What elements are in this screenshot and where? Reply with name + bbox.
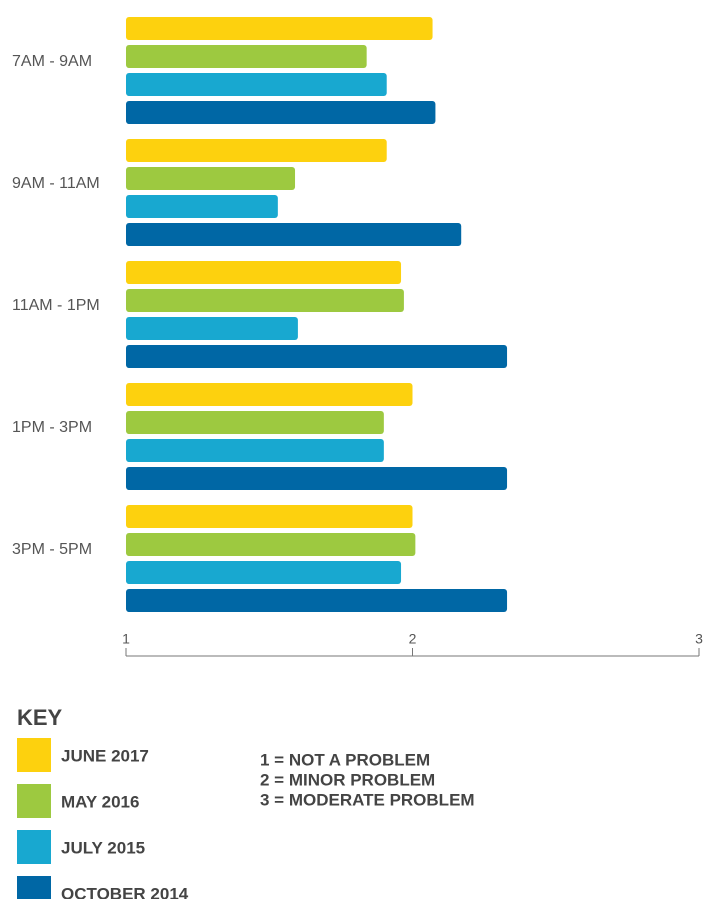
- legend-swatch: [17, 784, 51, 818]
- legend-swatch: [17, 830, 51, 864]
- x-tick-label: 2: [409, 631, 417, 647]
- bar: [126, 223, 462, 246]
- legend-swatch: [17, 876, 51, 899]
- bar: [126, 561, 402, 584]
- bar: [126, 345, 508, 368]
- bar: [126, 73, 387, 96]
- category-label: 7AM - 9AM: [12, 53, 92, 70]
- category-label: 3PM - 5PM: [12, 541, 92, 558]
- bar: [126, 101, 436, 124]
- bar: [126, 167, 296, 190]
- scale-note: 3 = MODERATE PROBLEM: [260, 790, 475, 809]
- legend-label: JUNE 2017: [61, 746, 149, 765]
- bar: [126, 195, 278, 218]
- scale-note: 1 = NOT A PROBLEM: [260, 750, 430, 769]
- bar: [126, 139, 387, 162]
- scale-note: 2 = MINOR PROBLEM: [260, 770, 435, 789]
- bar: [126, 317, 298, 340]
- bar: [126, 17, 433, 40]
- category-label: 1PM - 3PM: [12, 419, 92, 436]
- bar: [126, 383, 413, 406]
- category-label: 11AM - 1PM: [12, 297, 100, 314]
- bar: [126, 411, 384, 434]
- bar: [126, 45, 367, 68]
- x-tick-label: 3: [695, 631, 703, 647]
- legend-label: OCTOBER 2014: [61, 884, 189, 899]
- category-label: 9AM - 11AM: [12, 175, 100, 192]
- bar: [126, 261, 402, 284]
- legend-title: KEY: [17, 705, 63, 730]
- legend-label: MAY 2016: [61, 792, 139, 811]
- bar: [126, 289, 404, 312]
- x-tick-label: 1: [122, 631, 130, 647]
- bar: [126, 505, 413, 528]
- legend-swatch: [17, 738, 51, 772]
- legend-label: JULY 2015: [61, 838, 145, 857]
- bar: [126, 533, 416, 556]
- bar: [126, 589, 508, 612]
- bar: [126, 467, 508, 490]
- bar: [126, 439, 384, 462]
